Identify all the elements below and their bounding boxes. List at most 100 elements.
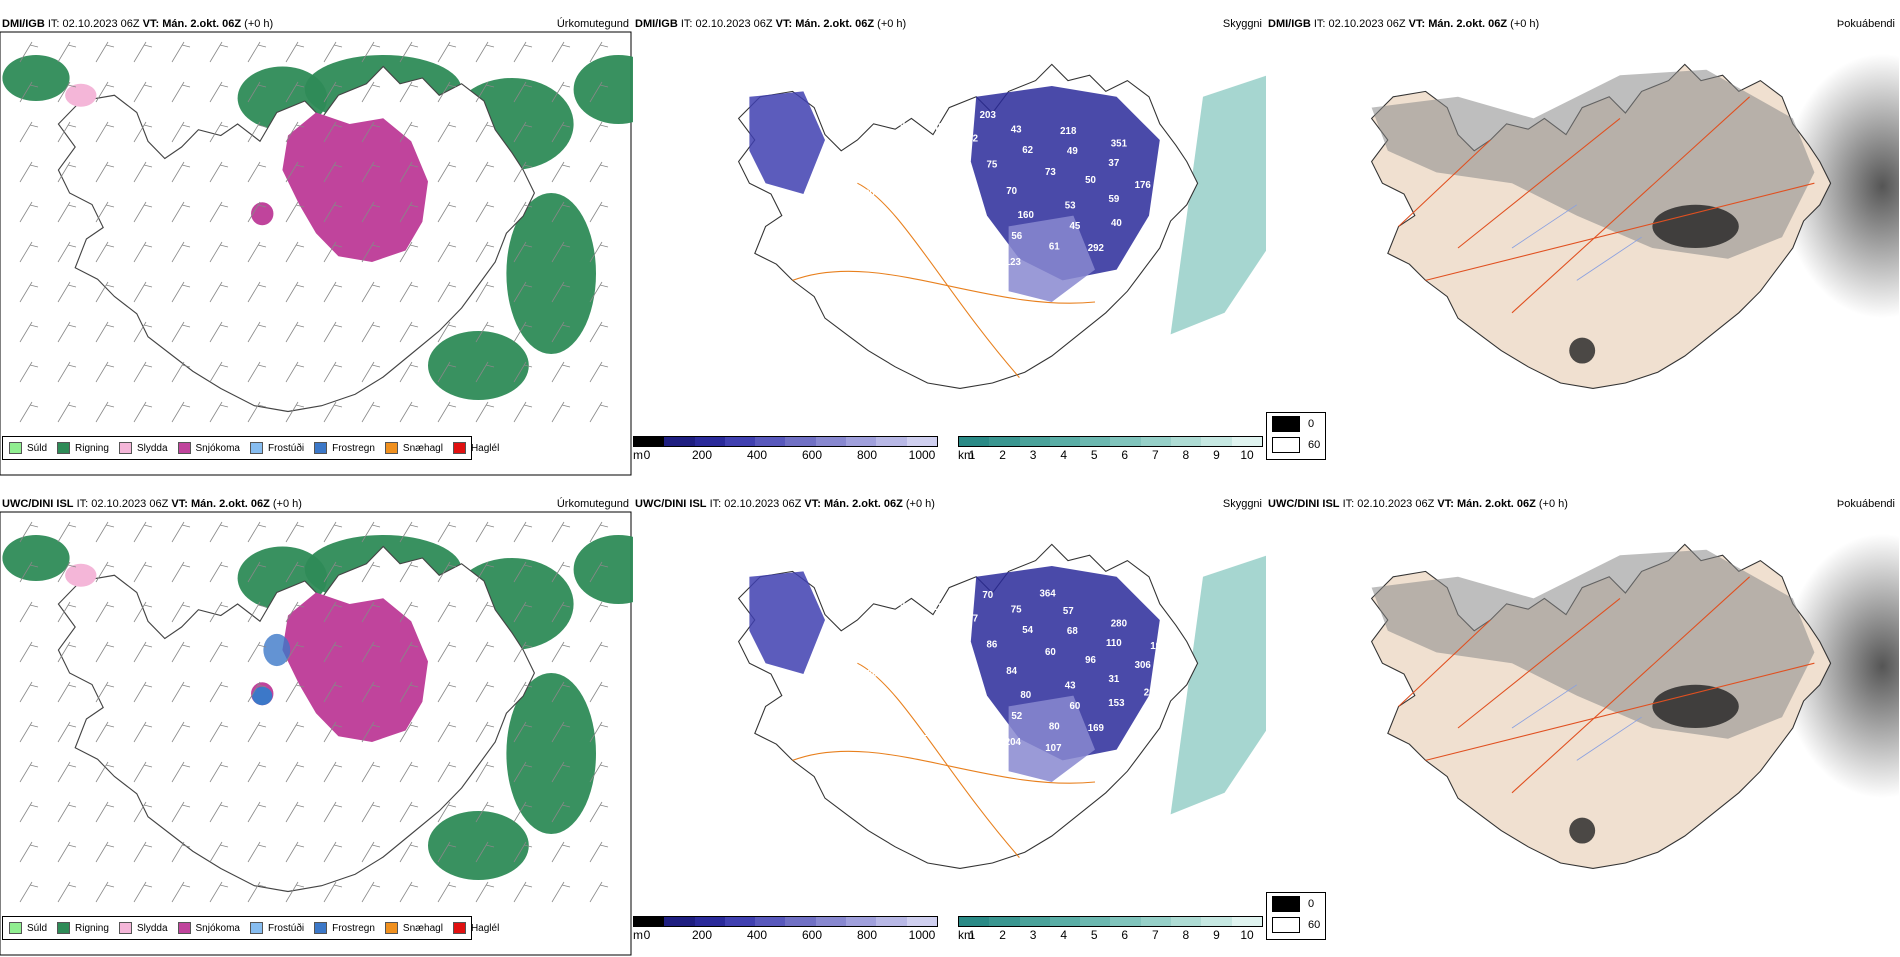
ceiling-value-label: 110: [1106, 638, 1122, 649]
vt-label: VT:: [1437, 498, 1454, 510]
fog-legend-value: 60: [1308, 918, 1321, 931]
wind-barb: [285, 801, 305, 823]
wind-barb: [361, 241, 381, 263]
scale-labels: km 1 2 3 4 5 6 7 8 9 10: [958, 927, 1263, 942]
ceiling-value-label: 331: [949, 264, 966, 275]
scale-swatch: [1019, 917, 1050, 926]
wind-barb: [95, 721, 115, 743]
wind-barb: [133, 81, 153, 103]
fog-legend-value: 0: [1308, 897, 1315, 910]
wind-barb: [437, 321, 457, 343]
wind-barb: [437, 201, 457, 223]
wind-barb: [323, 641, 343, 663]
legend-label: Snæhagl: [402, 922, 443, 934]
ceiling-value-label: 56: [1011, 231, 1022, 242]
wind-barb: [399, 881, 419, 903]
wind-barb: [95, 561, 115, 583]
ceiling-value-label: 63: [947, 201, 958, 212]
wind-barb: [133, 601, 153, 623]
ceiling-value-label: 88: [821, 630, 832, 641]
wind-barb: [399, 241, 419, 263]
wind-barb: [323, 521, 343, 543]
wind-barb: [475, 601, 495, 623]
wind-barb: [171, 601, 191, 623]
ceiling-value-label: 45: [1069, 221, 1080, 232]
wind-barb: [513, 161, 533, 183]
iceland-group: 84 63 86 80 63 60 51 48 43 55 54 52 40 96 94 97 60 226 68 6…: [737, 543, 1266, 869]
rain-area: [573, 55, 633, 124]
vt-value: Mán. 2.okt. 06Z: [823, 498, 903, 510]
wind-barb: [171, 641, 191, 663]
ceiling-value-label: 50: [1085, 175, 1096, 186]
scale-swatch: [1110, 917, 1141, 926]
offset: (+0 h): [905, 498, 935, 510]
scale-swatch: [1140, 917, 1172, 926]
rain-area: [573, 535, 633, 604]
ceiling-value-label: 176: [1135, 180, 1152, 191]
scale-swatch: [906, 437, 937, 446]
wind-barb: [323, 401, 343, 423]
wind-barb: [285, 121, 305, 143]
precip-legend: Súld Rigning Slydda Snjókoma Frostúði Frostre…: [2, 916, 499, 940]
scale-tick-label: 7: [1151, 928, 1159, 942]
iceland-group: [1370, 543, 1832, 869]
field-name: Úrkomutegund: [556, 18, 629, 30]
rain-area: [2, 55, 70, 101]
wind-barb: [361, 161, 381, 183]
wind-barb: [513, 881, 533, 903]
ceiling-value-label: 60: [1069, 701, 1080, 712]
wind-barb: [323, 201, 343, 223]
wind-barb: [95, 601, 115, 623]
wind-barb: [57, 361, 77, 383]
wind-barb: [133, 801, 153, 823]
wind-barb: [323, 241, 343, 263]
scale-swatch: [694, 917, 725, 926]
legend-swatch: [314, 442, 328, 454]
scale-tick-label: 1000: [908, 448, 936, 462]
wind-barb: [589, 881, 609, 903]
ceiling-value-label: 45: [874, 221, 885, 232]
legend-label: Snæhagl: [402, 442, 443, 454]
wind-barb: [171, 721, 191, 743]
visibility-area: [1170, 75, 1266, 335]
wind-barb: [57, 641, 77, 663]
iceland-group: 70 63 75 160 42 73 85 73 53 51 62 56 56 50 53 42 45 80 49 7…: [737, 63, 1266, 389]
wind-barb: [323, 121, 343, 143]
wind-barb: [19, 281, 39, 303]
wind-barb: [19, 841, 39, 863]
scale-swatches: [958, 916, 1263, 927]
wind-barb: [247, 641, 267, 663]
ceiling-value-label: 73: [1045, 167, 1056, 178]
legend-swatch: [249, 442, 263, 454]
legend-swatch: [57, 442, 71, 454]
ceiling-value-label: 204: [1005, 737, 1022, 748]
wind-barb: [361, 841, 381, 863]
wind-barb: [209, 681, 229, 703]
ceiling-scale: m 0 200 400 600 800 1000: [633, 436, 938, 462]
wind-barb: [437, 361, 457, 383]
ceiling-value-label: 47: [851, 646, 862, 657]
wind-barb: [95, 201, 115, 223]
ceiling-value-label: 306: [1135, 660, 1152, 671]
wind-barb: [513, 241, 533, 263]
wind-barb: [57, 761, 77, 783]
legend-swatch: [57, 922, 71, 934]
rain-area: [428, 811, 529, 880]
fog-legend: 0 60: [1266, 892, 1326, 940]
model-name: UWC/DINI ISL: [635, 498, 707, 510]
wind-barb: [361, 761, 381, 783]
wind-barb: [285, 321, 305, 343]
rain-area: [428, 331, 529, 400]
wind-barb: [57, 241, 77, 263]
fog-legend-value: 60: [1308, 438, 1321, 451]
vt-value: Mán. 2.okt. 06Z: [1428, 18, 1508, 30]
wind-barb: [285, 761, 305, 783]
vt-label: VT:: [804, 498, 821, 510]
wind-barb: [361, 201, 381, 223]
it-value: 02.10.2023 06Z: [724, 498, 802, 510]
wind-barb: [171, 841, 191, 863]
fog-legend-value: 0: [1308, 417, 1315, 430]
wind-barb: [19, 881, 39, 903]
wind-barb: [171, 361, 191, 383]
wind-barb: [247, 721, 267, 743]
